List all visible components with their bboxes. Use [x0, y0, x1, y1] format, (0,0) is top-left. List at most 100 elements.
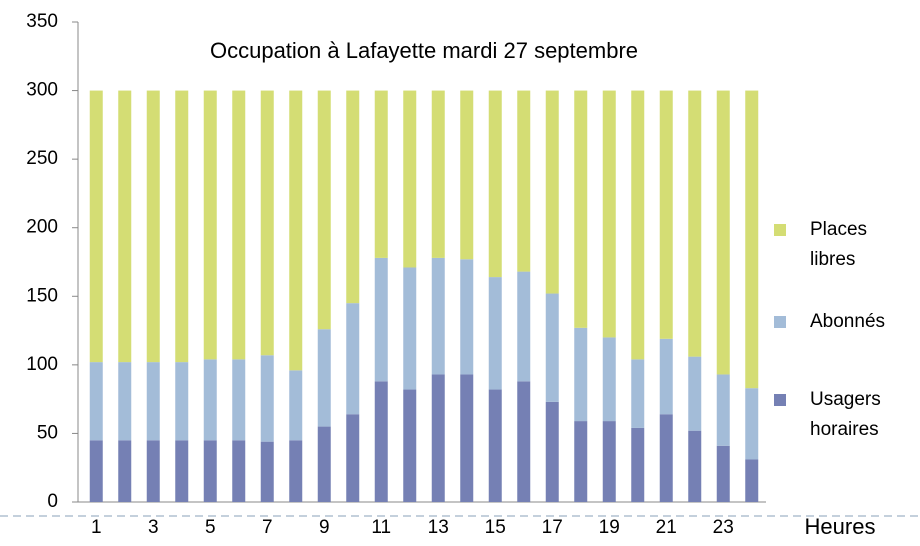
bar-segment: [260, 90, 274, 356]
x-tick-label: 1: [91, 517, 102, 538]
y-tick-label: 200: [26, 217, 58, 238]
bar-segment: [460, 374, 474, 502]
bar-segment: [745, 388, 759, 460]
bar-segment: [346, 303, 360, 415]
bar-segment: [716, 90, 730, 375]
x-tick-label: 5: [205, 517, 216, 538]
bar-segment: [289, 90, 303, 371]
legend-entry: Abonnés: [770, 307, 910, 337]
y-tick-label: 150: [26, 285, 58, 306]
bar-segment: [232, 440, 246, 502]
bar-segment: [374, 257, 388, 382]
legend-label: Abonnés: [810, 311, 886, 332]
bar-segment: [431, 90, 445, 258]
bar-segment: [602, 337, 616, 422]
bar-segment: [688, 90, 702, 357]
bar-segment: [146, 362, 160, 441]
bar-segment: [175, 90, 189, 363]
bar-segment: [403, 90, 417, 268]
bar-segment: [574, 327, 588, 422]
bar-segment: [517, 381, 531, 502]
bar-segment: [602, 421, 616, 502]
legend-entry: Places libres: [770, 215, 910, 275]
bar-segment: [460, 90, 474, 260]
bar-segment: [203, 359, 217, 441]
y-tick-label: 300: [26, 80, 58, 101]
bar-segment: [317, 90, 331, 330]
bar-segment: [403, 389, 417, 502]
bar-segment: [659, 90, 673, 339]
bar-segment: [403, 267, 417, 390]
bar-segment: [89, 90, 103, 363]
bar-segment: [232, 359, 246, 441]
bar-segment: [545, 401, 559, 502]
bar-segment: [289, 440, 303, 502]
legend-label: Usagers horaires: [810, 389, 881, 440]
x-tick-label: 9: [319, 517, 330, 538]
bar-segment: [118, 362, 132, 441]
bar-segment: [631, 359, 645, 428]
bar-segment: [89, 440, 103, 502]
bar-segment: [118, 90, 132, 363]
y-tick-label: 0: [47, 491, 58, 512]
bar-segment: [602, 90, 616, 338]
bar-segment: [374, 90, 388, 258]
bar-segment: [716, 374, 730, 446]
bar-segment: [203, 440, 217, 502]
x-axis-label: Heures: [805, 514, 876, 539]
bar-segment: [517, 271, 531, 382]
bar-segment: [260, 441, 274, 502]
bar-segment: [317, 329, 331, 427]
bar-segment: [631, 90, 645, 360]
bar-segment: [488, 90, 502, 278]
bar-segment: [688, 430, 702, 502]
y-tick-label: 50: [37, 422, 58, 443]
bar-segment: [745, 90, 759, 389]
bar-segment: [431, 257, 445, 375]
y-tick-label: 250: [26, 148, 58, 169]
bar-segment: [89, 362, 103, 441]
y-tick-label: 100: [26, 354, 58, 375]
bar-segment: [118, 440, 132, 502]
x-tick-label: 7: [262, 517, 273, 538]
bar-segment: [716, 445, 730, 502]
bar-segment: [460, 259, 474, 375]
bar-segment: [146, 90, 160, 363]
legend-entry: Usagers horaires: [770, 385, 910, 445]
bar-segment: [488, 389, 502, 502]
x-tick-label: 11: [371, 517, 391, 538]
bar-segment: [146, 440, 160, 502]
legend-swatch: [774, 224, 786, 236]
bar-segment: [175, 362, 189, 441]
bar-segment: [374, 381, 388, 502]
x-tick-label: 13: [428, 517, 449, 538]
x-tick-label: 3: [148, 517, 159, 538]
bar-segment: [545, 293, 559, 402]
bar-segment: [631, 427, 645, 502]
x-tick-label: 23: [713, 517, 734, 538]
bar-segment: [517, 90, 531, 272]
legend-swatch: [774, 316, 786, 328]
bar-segment: [317, 426, 331, 502]
bar-segment: [175, 440, 189, 502]
bar-segment: [289, 370, 303, 441]
x-tick-label: 17: [542, 517, 563, 538]
x-tick-label: 19: [599, 517, 620, 538]
bar-segment: [545, 90, 559, 294]
bar-segment: [232, 90, 246, 360]
y-tick-label: 350: [26, 11, 58, 32]
bar-segment: [431, 374, 445, 502]
bar-segment: [346, 414, 360, 502]
bar-segment: [659, 414, 673, 502]
chart-title: Occupation à Lafayette mardi 27 septembr…: [210, 38, 638, 63]
x-tick-label: 15: [485, 517, 506, 538]
legend-label: Places libres: [810, 219, 868, 270]
bar-segment: [488, 277, 502, 390]
bar-segment: [574, 90, 588, 328]
bar-segment: [659, 338, 673, 415]
bar-segment: [260, 355, 274, 442]
x-tick-label: 21: [656, 517, 677, 538]
legend-swatch: [774, 394, 786, 406]
